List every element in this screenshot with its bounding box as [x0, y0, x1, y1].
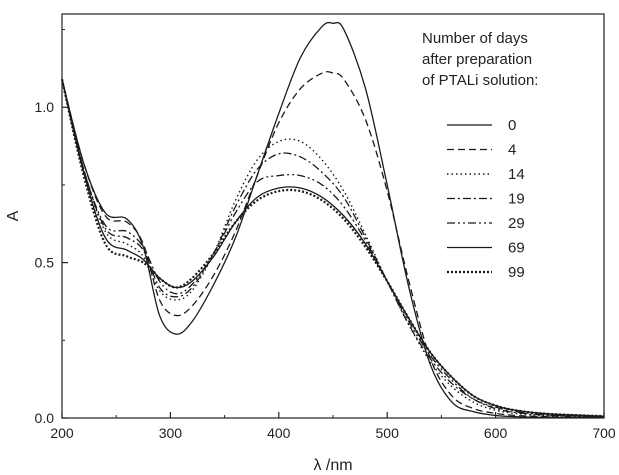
x-tick-label: 600	[484, 425, 508, 441]
y-axis-label: A	[5, 210, 22, 221]
series-line-19-days	[61, 79, 605, 418]
legend-label: 14	[508, 166, 525, 183]
legend-title-line: Number of days	[422, 30, 528, 47]
legend-title-line: after preparation	[422, 51, 532, 68]
series-line-14-days	[61, 79, 605, 418]
y-axis: 0.0 0.5 1.0	[35, 29, 68, 426]
series-line-99-days	[60, 79, 605, 418]
series-line-29-days	[61, 79, 605, 418]
legend-label: 4	[508, 142, 516, 159]
series-line-0-days	[61, 21, 605, 419]
x-tick-label: 200	[50, 425, 74, 441]
x-axis: 200 300 400 500 600 700	[50, 412, 616, 441]
x-axis-label: λ /nm	[313, 457, 352, 474]
legend-label: 69	[508, 240, 525, 257]
y-tick-label: 1.0	[35, 99, 55, 115]
x-tick-label: 300	[159, 425, 183, 441]
legend-label: 99	[508, 264, 525, 281]
y-tick-label: 0.0	[35, 410, 55, 426]
y-tick-label: 0.5	[35, 255, 55, 271]
x-tick-label: 400	[267, 425, 291, 441]
x-tick-label: 700	[592, 425, 616, 441]
x-tick-label: 500	[376, 425, 400, 441]
series-line-69-days	[61, 79, 605, 417]
plot-area	[60, 21, 605, 419]
legend-label: 29	[508, 215, 525, 232]
legend: Number of days after preparation of PTAL…	[422, 30, 538, 281]
legend-title-line: of PTALi solution:	[422, 72, 538, 89]
legend-label: 0	[508, 117, 516, 134]
legend-label: 19	[508, 191, 525, 208]
series-line-4-days	[61, 70, 605, 419]
